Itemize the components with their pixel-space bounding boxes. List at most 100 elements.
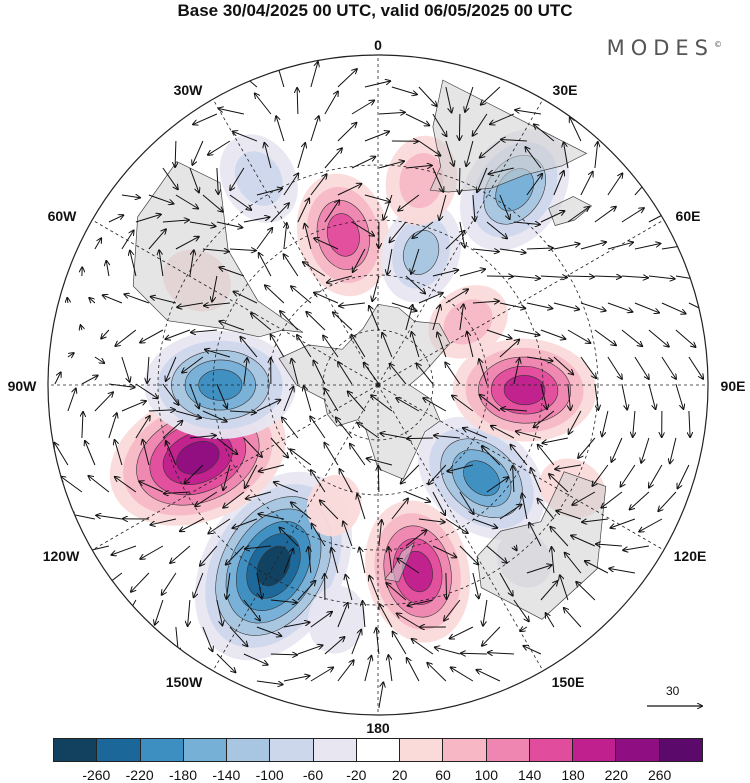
wind-vector-arrow xyxy=(490,113,515,124)
wind-vector-arrow xyxy=(314,293,339,304)
wind-vector-arrow xyxy=(611,518,636,528)
wind-vector-arrow xyxy=(480,140,501,158)
wind-vector-arrow xyxy=(477,167,488,192)
wind-vector-arrow xyxy=(531,468,542,493)
wind-vector-arrow xyxy=(251,313,272,331)
wind-vector-arrow xyxy=(465,86,474,112)
wind-vector-arrow xyxy=(472,572,479,598)
wind-vector-arrow xyxy=(432,113,447,136)
wind-vector-arrow xyxy=(223,464,231,490)
wind-vector-arrow xyxy=(195,491,218,506)
colorbar-segment xyxy=(54,739,98,761)
wind-vector-arrow xyxy=(513,276,540,279)
wind-vector-arrow xyxy=(648,276,675,279)
wind-vector-arrow xyxy=(346,575,353,601)
wind-vector-arrow xyxy=(312,524,326,547)
reference-vector-label: 30 xyxy=(666,684,680,698)
wind-vector-arrow xyxy=(641,437,650,463)
wind-vector-arrow xyxy=(393,632,407,655)
wind-vector-arrow xyxy=(230,167,245,190)
wind-vector-arrow xyxy=(135,383,158,398)
wind-vector-arrow xyxy=(444,599,461,621)
wind-vector-arrow xyxy=(607,173,623,196)
wind-vector-arrow xyxy=(540,211,565,223)
wind-vector-arrow xyxy=(473,113,488,136)
wind-vector-arrow xyxy=(67,389,76,412)
wind-vector-arrow xyxy=(621,329,642,346)
wind-vector-arrow xyxy=(634,302,659,313)
wind-vector-arrow xyxy=(501,409,527,411)
wind-vector-arrow xyxy=(243,217,270,223)
wind-vector-arrow xyxy=(378,112,405,114)
wind-vector-arrow xyxy=(202,249,229,252)
colorbar-tick-label: -60 xyxy=(302,767,324,783)
wind-vector-arrow xyxy=(166,329,191,339)
meridian-line xyxy=(212,384,379,671)
wind-vector-arrow xyxy=(675,383,684,409)
wind-vector-arrow xyxy=(675,275,702,280)
wind-vector-arrow xyxy=(379,604,393,628)
wind-vector-arrow xyxy=(648,210,672,223)
wind-vector-arrow xyxy=(240,337,258,358)
wind-vector-arrow xyxy=(459,113,460,140)
wind-vector-arrow xyxy=(466,140,474,166)
colorbar-tick-label: -20 xyxy=(346,767,367,783)
wind-vector-arrow xyxy=(428,464,447,484)
wind-vector-arrow xyxy=(390,221,407,242)
wind-vector-arrow xyxy=(405,530,427,547)
wind-vector-arrow xyxy=(148,229,166,250)
wind-vector-arrow xyxy=(499,248,526,253)
wind-vector-arrow xyxy=(217,167,218,194)
wind-vector-arrow xyxy=(499,302,525,308)
wind-vector-arrow xyxy=(621,464,636,487)
wind-vector-arrow xyxy=(417,364,434,385)
wind-vector-arrow xyxy=(259,253,272,277)
wind-vector-arrow xyxy=(580,356,596,378)
wind-vector-arrow xyxy=(204,303,230,306)
wind-vector-arrow xyxy=(333,312,353,331)
wind-vector-arrow xyxy=(297,143,305,169)
wind-vector-arrow xyxy=(324,637,345,655)
wind-vector-arrow xyxy=(550,527,569,547)
wind-vector-arrow xyxy=(658,491,677,511)
wind-vector-arrow xyxy=(363,601,365,628)
wind-vector-arrow xyxy=(264,143,272,169)
colorbar-tick-label: 20 xyxy=(391,767,408,783)
wind-vector-arrow xyxy=(513,222,540,225)
wind-vector-arrow xyxy=(564,608,582,628)
wind-vector-arrow xyxy=(435,647,461,655)
wind-vector-arrow xyxy=(270,654,297,655)
wind-vector-arrow xyxy=(246,491,272,499)
colorbar-segment xyxy=(659,739,702,761)
wind-vector-arrow xyxy=(405,113,429,125)
wind-vector-arrow xyxy=(553,244,580,250)
wind-vector-arrow xyxy=(234,292,258,304)
wind-vector-arrow xyxy=(303,262,326,277)
wind-vector-arrow xyxy=(82,412,83,439)
wind-vector-arrow xyxy=(351,221,374,236)
wind-vector-arrow xyxy=(596,544,622,546)
wind-vector-arrow xyxy=(364,132,389,142)
wind-vector-arrow xyxy=(359,548,366,574)
wind-vector-arrow xyxy=(337,603,348,628)
wind-vector-arrow xyxy=(108,383,135,387)
positive-anomaly-contour xyxy=(443,299,493,345)
wind-vector-arrow xyxy=(164,492,190,494)
wind-vector-arrow xyxy=(511,445,528,466)
wind-vector-arrow xyxy=(162,572,177,595)
wind-vector-arrow xyxy=(314,361,326,385)
wind-vector-arrow xyxy=(351,101,374,115)
colorbar-segment xyxy=(227,739,271,761)
wind-vector-arrow xyxy=(245,464,258,488)
wind-vector-arrow xyxy=(130,251,137,277)
wind-vector-arrow xyxy=(499,505,522,520)
wind-vector-arrow xyxy=(522,494,528,520)
wind-vector-arrow xyxy=(340,469,353,493)
colorbar-segment xyxy=(97,739,141,761)
south-pole-marker xyxy=(375,382,381,388)
wind-vector-arrow xyxy=(594,207,616,223)
wind-vector-arrow xyxy=(327,275,353,283)
wind-vector-arrow xyxy=(459,545,478,564)
wind-vector-arrow xyxy=(103,295,123,304)
wind-vector-arrow xyxy=(670,437,677,463)
